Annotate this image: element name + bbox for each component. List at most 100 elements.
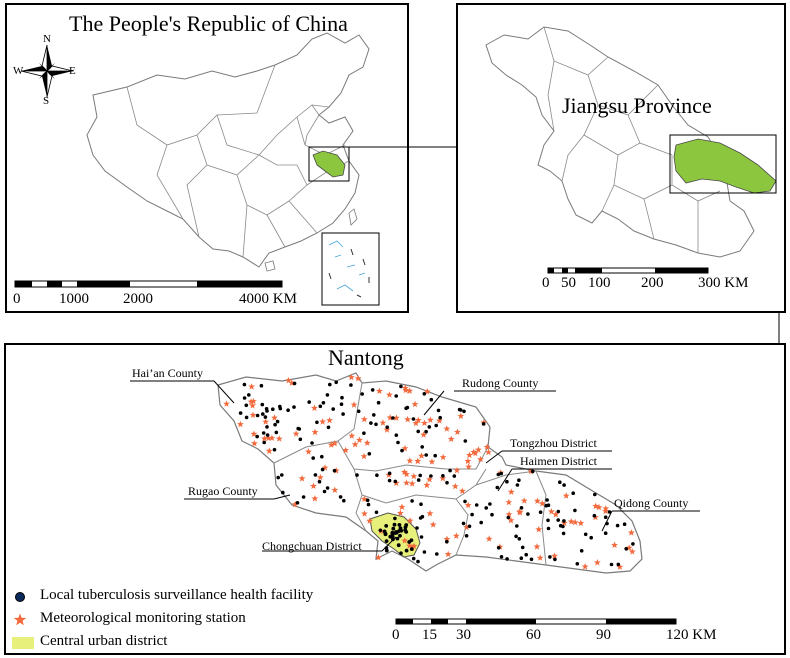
facility-marker <box>530 469 535 474</box>
facility-marker <box>529 557 534 562</box>
facility-marker <box>367 452 372 456</box>
facility-marker <box>561 531 566 536</box>
station-marker <box>311 428 319 436</box>
station-marker <box>427 416 434 423</box>
facility-marker <box>463 439 468 443</box>
station-marker <box>342 446 350 454</box>
facility-marker <box>561 524 565 529</box>
facility-marker <box>265 409 269 413</box>
station-marker <box>291 500 299 508</box>
facility-marker <box>545 498 549 502</box>
facility-marker <box>370 388 375 392</box>
facility-marker <box>286 408 290 412</box>
facility-marker <box>263 415 268 419</box>
station-marker <box>420 431 428 438</box>
facility-marker <box>409 547 414 551</box>
facility-marker <box>467 524 472 529</box>
facility-marker <box>383 532 388 537</box>
facility-marker <box>374 422 378 427</box>
station-marker <box>261 435 268 442</box>
station-marker <box>402 386 410 394</box>
facility-marker <box>505 479 509 484</box>
station-marker <box>412 419 420 427</box>
facility-marker <box>292 381 297 386</box>
jiangsu-scale-tick-0: 0 <box>542 275 550 291</box>
station-marker <box>627 529 635 536</box>
facility-marker <box>429 397 434 402</box>
facility-marker <box>517 478 521 482</box>
facility-marker <box>409 538 414 543</box>
station-marker <box>363 439 371 446</box>
station-marker <box>386 391 393 398</box>
facility-marker <box>479 520 484 525</box>
facility-marker <box>261 431 266 435</box>
facility-marker <box>311 456 316 460</box>
facility-marker <box>376 400 381 405</box>
station-marker <box>250 430 258 437</box>
nantong-scale-tick-1: 15 <box>422 627 437 643</box>
facility-marker <box>496 546 501 550</box>
facility-marker <box>416 429 421 434</box>
facility-marker <box>393 516 397 521</box>
nantong-scale-tick-2: 30 <box>456 627 471 643</box>
station-marker <box>464 457 472 465</box>
health-facilities <box>238 380 635 567</box>
facility-marker <box>452 474 457 478</box>
facility-marker <box>499 471 504 476</box>
facility-marker <box>603 531 608 535</box>
jiangsu-scale-tick-2: 100 <box>588 275 611 291</box>
facility-marker <box>388 534 393 539</box>
facility-marker <box>403 528 408 532</box>
facility-marker <box>546 526 551 531</box>
facility-marker <box>369 421 373 425</box>
station-marker <box>285 376 292 384</box>
compass-e-label: E <box>69 65 76 77</box>
station-marker <box>361 495 368 502</box>
facility-marker <box>244 403 249 408</box>
station-marker <box>552 511 560 518</box>
facility-marker <box>622 522 627 526</box>
jiangsu-map <box>485 26 777 274</box>
compass-n-label: N <box>43 33 51 45</box>
facility-marker <box>434 423 439 428</box>
station-marker <box>560 519 568 526</box>
station-marker <box>379 419 387 426</box>
facility-marker <box>307 400 312 404</box>
facility-marker <box>385 425 390 429</box>
facility-marker <box>398 533 402 538</box>
nantong-scale-bar <box>395 618 677 625</box>
legend-urban-swatch <box>12 637 34 649</box>
facility-marker <box>322 489 327 494</box>
nantong-scale-tick-4: 90 <box>596 627 611 643</box>
china-scale-tick-1: 1000 <box>59 291 89 307</box>
facility-marker <box>281 490 285 495</box>
facility-marker <box>593 492 597 497</box>
station-marker <box>408 543 416 551</box>
china-map <box>14 32 380 306</box>
facility-marker <box>384 539 389 543</box>
station-marker <box>348 432 356 439</box>
station-marker <box>602 507 609 515</box>
facility-marker <box>462 409 466 414</box>
facility-marker <box>609 562 614 567</box>
facility-marker <box>394 530 398 534</box>
station-marker <box>465 463 472 470</box>
facility-marker <box>399 551 403 555</box>
facility-marker <box>616 562 621 567</box>
station-marker <box>350 401 358 408</box>
station-marker <box>533 543 541 550</box>
china-outline <box>86 32 370 268</box>
jiangsu-highlight <box>312 150 346 178</box>
facility-marker <box>422 550 427 554</box>
nantong-scale-tick-0: 0 <box>392 627 400 643</box>
compass-w-label: W <box>13 65 24 77</box>
facility-marker <box>338 495 343 499</box>
station-marker <box>421 419 428 426</box>
station-marker <box>423 481 431 489</box>
facility-marker <box>242 382 247 387</box>
label-haimen: Haimen District <box>520 454 597 468</box>
facility-marker <box>276 475 281 480</box>
facility-marker <box>573 508 577 513</box>
facility-marker <box>607 510 612 514</box>
facility-marker <box>272 447 277 452</box>
